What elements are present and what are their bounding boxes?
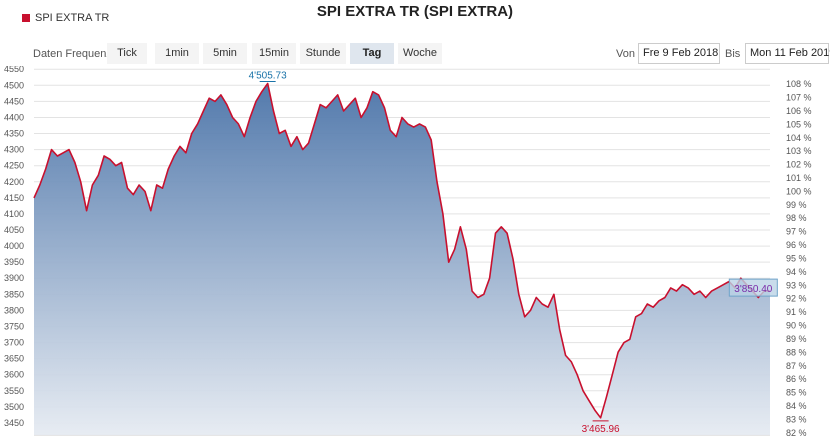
y-tick-label: 4500	[4, 80, 24, 90]
pct-tick-label: 99 %	[786, 200, 807, 210]
legend[interactable]: SPI EXTRA TR	[22, 12, 109, 24]
pct-tick-label: 84 %	[786, 401, 807, 411]
pct-tick-label: 95 %	[786, 253, 807, 263]
range-from-label: Von	[616, 48, 635, 60]
max-label: 4'505.73	[249, 70, 287, 81]
y-tick-label: 4450	[4, 96, 24, 106]
pct-tick-label: 97 %	[786, 227, 807, 237]
frequency-5min-button[interactable]: 5min	[203, 43, 247, 64]
frequency-woche-button[interactable]: Woche	[398, 43, 442, 64]
pct-tick-label: 94 %	[786, 267, 807, 277]
y-tick-label: 3800	[4, 305, 24, 315]
pct-tick-label: 88 %	[786, 347, 807, 357]
y-tick-label: 3850	[4, 289, 24, 299]
pct-tick-label: 107 %	[786, 93, 812, 103]
pct-tick-label: 108 %	[786, 79, 812, 89]
y-tick-label: 4200	[4, 177, 24, 187]
y-tick-label: 3950	[4, 257, 24, 267]
y-tick-label: 4050	[4, 225, 24, 235]
pct-tick-label: 91 %	[786, 307, 807, 317]
y-tick-label: 3750	[4, 321, 24, 331]
y-tick-label: 3500	[4, 402, 24, 412]
pct-tick-label: 106 %	[786, 106, 812, 116]
range-to-label: Bis	[725, 48, 741, 60]
y-tick-label: 3550	[4, 386, 24, 396]
chart-title: SPI EXTRA TR (SPI EXTRA)	[316, 3, 514, 20]
series-area	[34, 83, 770, 435]
frequency-tag-button[interactable]: Tag	[350, 43, 394, 64]
y-tick-label: 3650	[4, 354, 24, 364]
range-to-input[interactable]: Mon 11 Feb 2019	[745, 43, 830, 64]
frequency-toolbar: Daten Frequenz Tick 1min 5min 15min Stun…	[0, 43, 830, 65]
pct-tick-label: 102 %	[786, 160, 812, 170]
frequency-stunde-button[interactable]: Stunde	[300, 43, 346, 64]
y-tick-label: 3900	[4, 273, 24, 283]
frequency-label: Daten Frequenz	[33, 48, 112, 60]
y-tick-label: 3700	[4, 338, 24, 348]
y-tick-label: 4400	[4, 112, 24, 122]
last-value-label: 3'850.40	[734, 284, 772, 295]
pct-tick-label: 105 %	[786, 119, 812, 129]
y-tick-label: 4300	[4, 145, 24, 155]
y-tick-label: 4550	[4, 66, 24, 74]
pct-tick-label: 96 %	[786, 240, 807, 250]
pct-tick-label: 87 %	[786, 361, 807, 371]
y-tick-label: 4250	[4, 161, 24, 171]
series-line	[33, 82, 770, 419]
pct-tick-label: 98 %	[786, 213, 807, 223]
pct-tick-label: 104 %	[786, 133, 812, 143]
min-label: 3'465.96	[582, 424, 620, 435]
pct-tick-label: 90 %	[786, 321, 807, 331]
y-tick-label: 4350	[4, 129, 24, 139]
range-from-input[interactable]: Fre 9 Feb 2018	[638, 43, 720, 64]
y-tick-label: 3600	[4, 370, 24, 380]
pct-tick-label: 92 %	[786, 294, 807, 304]
pct-tick-label: 100 %	[786, 186, 812, 196]
pct-tick-label: 101 %	[786, 173, 812, 183]
chart-plot: 3450 3500 3550 3600 3650 3700 3750 3800 3850 3900…	[4, 66, 812, 438]
legend-swatch	[22, 14, 30, 22]
last-value-box	[728, 278, 778, 297]
pct-tick-label: 89 %	[786, 334, 807, 344]
pct-tick-label: 83 %	[786, 414, 807, 424]
y-tick-label: 4000	[4, 241, 24, 251]
tick-layer: 3450 3500 3550 3600 3650 3700 3750 3800 3850 3900…	[4, 66, 812, 438]
y-tick-label: 4150	[4, 193, 24, 203]
y-tick-label: 3450	[4, 418, 24, 428]
y-tick-label: 4100	[4, 209, 24, 219]
pct-tick-label: 86 %	[786, 374, 807, 384]
pct-tick-label: 103 %	[786, 146, 812, 156]
pct-tick-label: 85 %	[786, 388, 807, 398]
pct-tick-label: 82 %	[786, 428, 807, 438]
frequency-15min-button[interactable]: 15min	[252, 43, 296, 64]
frequency-1min-button[interactable]: 1min	[155, 43, 199, 64]
annotation-layer: 4'505.73 3'465.96 3'850.40	[249, 70, 778, 435]
legend-label: SPI EXTRA TR	[35, 12, 110, 24]
frequency-tick-button[interactable]: Tick	[107, 43, 147, 64]
area-layer	[33, 82, 770, 435]
pct-tick-label: 93 %	[786, 280, 807, 290]
